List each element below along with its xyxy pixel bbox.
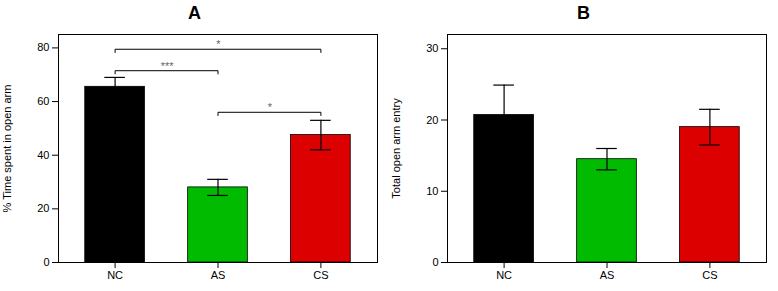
svg-text:0: 0 — [432, 256, 438, 268]
svg-text:20: 20 — [426, 114, 438, 126]
svg-text:AS: AS — [211, 269, 226, 281]
svg-text:% Time spent in open arm: % Time spent in open arm — [1, 85, 13, 213]
svg-text:NC: NC — [496, 269, 512, 281]
svg-text:0: 0 — [43, 256, 49, 268]
html-text:B: B — [577, 3, 590, 23]
svg-text:CS: CS — [313, 269, 328, 281]
svg-text:20: 20 — [37, 202, 49, 214]
svg-text:80: 80 — [37, 41, 49, 53]
html-text:A: A — [188, 3, 201, 23]
svg-text:NC: NC — [107, 269, 123, 281]
svg-text:CS: CS — [702, 269, 717, 281]
svg-text:*: * — [216, 38, 221, 50]
svg-text:AS: AS — [600, 269, 615, 281]
svg-text:Total open arm entry: Total open arm entry — [390, 98, 402, 199]
svg-text:30: 30 — [426, 42, 438, 54]
svg-text:***: *** — [160, 60, 174, 72]
svg-text:10: 10 — [426, 185, 438, 197]
svg-text:40: 40 — [37, 149, 49, 161]
svg-text:60: 60 — [37, 95, 49, 107]
svg-text:*: * — [267, 101, 272, 113]
